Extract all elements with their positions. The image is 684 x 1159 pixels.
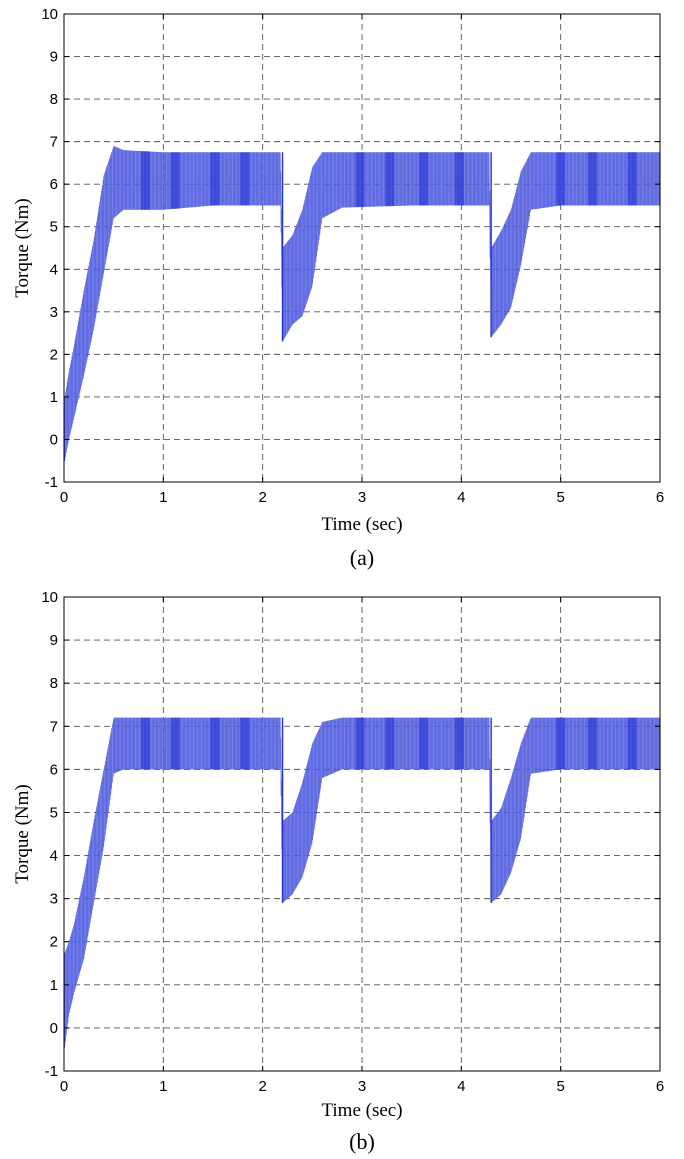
x-tick-label: 2: [258, 1078, 266, 1095]
x-tick-label: 5: [556, 489, 564, 506]
x-tick-label: 0: [60, 1078, 68, 1095]
panel-b-x-ticks: 0 1 2 3 4 5 6: [60, 597, 664, 1095]
panel-b-grid: [64, 597, 660, 1071]
torque-dense-band: [240, 717, 250, 770]
x-tick-label: 1: [159, 1078, 167, 1095]
y-tick-label: 7: [50, 134, 58, 151]
y-tick-label: 6: [50, 176, 58, 193]
panel-b-y-axis-label: Torque (Nm): [12, 784, 33, 883]
torque-dense-band: [419, 152, 429, 206]
y-tick-label: 1: [50, 389, 58, 406]
x-tick-label: 4: [457, 489, 465, 506]
panel-a-y-ticks: -1 0 1 2 3 4 5 6 7 8 9 10: [41, 6, 660, 491]
y-tick-label: 8: [50, 675, 58, 692]
torque-dense-band: [627, 152, 637, 206]
y-tick-label: 9: [50, 632, 58, 649]
panel-b-y-ticks: -1 0 1 2 3 4 5 6 7 8 9 10: [41, 589, 660, 1080]
x-tick-label: 0: [60, 489, 68, 506]
y-tick-label: -1: [45, 474, 58, 491]
y-tick-label: 3: [50, 891, 58, 908]
y-tick-label: 8: [50, 91, 58, 108]
y-tick-label: 6: [50, 761, 58, 778]
torque-dense-band: [419, 717, 429, 770]
torque-dense-band: [385, 717, 395, 770]
torque-dense-band: [587, 152, 597, 206]
y-tick-label: 2: [50, 934, 58, 951]
x-tick-label: 1: [159, 489, 167, 506]
torque-dense-band: [240, 152, 250, 206]
y-tick-label: -1: [45, 1063, 58, 1080]
x-tick-label: 5: [556, 1078, 564, 1095]
y-tick-label: 4: [50, 261, 58, 278]
panel-a-torque-band: [63, 145, 661, 465]
panel-a-x-axis-label: Time (sec): [321, 514, 402, 535]
panel-b-x-axis-label: Time (sec): [321, 1100, 402, 1121]
torque-envelope-area: [64, 145, 660, 465]
panel-a-x-ticks: 0 1 2 3 4 5 6: [60, 14, 664, 506]
torque-dense-band: [210, 717, 220, 770]
y-tick-label: 5: [50, 804, 58, 821]
y-tick-label: 4: [50, 848, 58, 865]
x-tick-label: 3: [358, 489, 366, 506]
torque-dense-band: [355, 717, 365, 770]
torque-envelope-area: [64, 717, 660, 1054]
y-tick-label: 3: [50, 304, 58, 321]
panel-b-torque-band: [63, 717, 661, 1054]
y-tick-label: 0: [50, 1020, 58, 1037]
y-tick-label: 10: [41, 6, 58, 23]
torque-dense-band: [454, 717, 464, 770]
torque-dense-band: [627, 717, 637, 770]
torque-dense-band: [556, 717, 566, 770]
torque-dense-band: [587, 717, 597, 770]
x-tick-label: 2: [258, 489, 266, 506]
x-tick-label: 6: [656, 1078, 664, 1095]
x-tick-label: 6: [656, 489, 664, 506]
torque-dense-band: [140, 151, 150, 210]
torque-dense-band: [170, 152, 180, 209]
torque-dense-band: [140, 717, 150, 770]
torque-dense-band: [454, 152, 464, 206]
y-tick-label: 5: [50, 219, 58, 236]
torque-dense-band: [210, 152, 220, 206]
panel-a-y-axis-label: Torque (Nm): [12, 198, 33, 297]
y-tick-label: 0: [50, 431, 58, 448]
x-tick-label: 4: [457, 1078, 465, 1095]
y-tick-label: 9: [50, 49, 58, 66]
y-tick-label: 10: [41, 589, 58, 606]
x-tick-label: 3: [358, 1078, 366, 1095]
panel-a-caption: (a): [350, 545, 374, 570]
torque-dense-band: [556, 152, 566, 206]
panel-b-caption: (b): [349, 1129, 375, 1154]
torque-dense-band: [170, 717, 180, 770]
panel-a-grid: [64, 14, 660, 482]
y-tick-label: 2: [50, 346, 58, 363]
torque-dense-band: [385, 152, 395, 207]
y-tick-label: 7: [50, 718, 58, 735]
torque-dense-band: [355, 152, 365, 208]
y-tick-label: 1: [50, 977, 58, 994]
